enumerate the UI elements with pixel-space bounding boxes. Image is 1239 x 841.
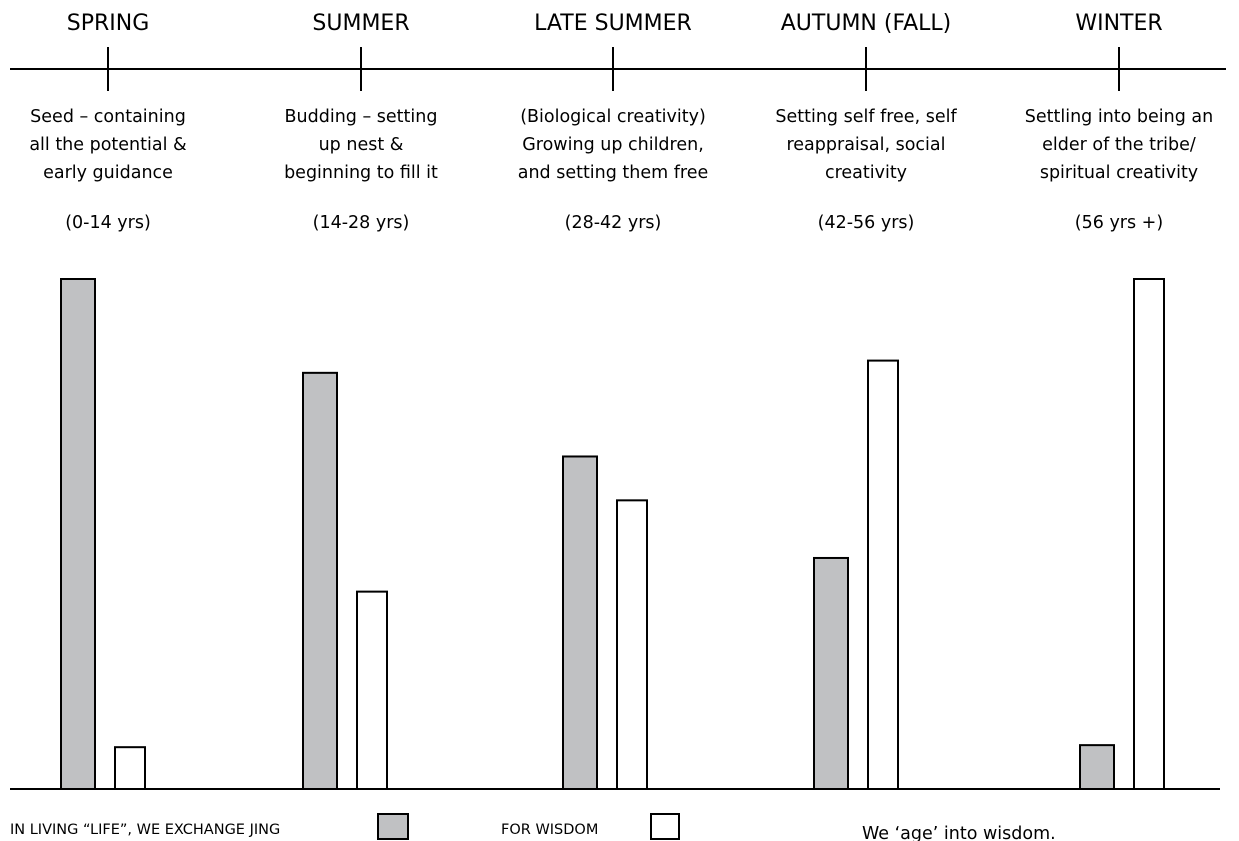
season-description-line: and setting them free: [518, 163, 709, 183]
season-description-line: beginning to fill it: [284, 163, 438, 183]
bar-jing: [562, 455, 598, 790]
season-description-line: early guidance: [43, 163, 173, 183]
season-description-line: Growing up children,: [522, 135, 704, 155]
bar-jing: [302, 371, 338, 790]
bar-jing: [1079, 744, 1115, 791]
season-description-line: up nest &: [319, 135, 404, 155]
season-description-line: all the potential &: [29, 135, 187, 155]
season-description-line: (Biological creativity): [520, 107, 706, 127]
season-title: WINTER: [1075, 11, 1162, 36]
season-description-line: Budding – setting: [285, 107, 438, 127]
age-range-label: (56 yrs +): [1075, 213, 1163, 233]
legend-label-wisdom: FOR WISDOM: [501, 822, 598, 838]
age-range-label: (0-14 yrs): [65, 213, 151, 233]
age-range-label: (14-28 yrs): [313, 213, 410, 233]
season-description-line: elder of the tribe/: [1042, 135, 1196, 155]
bars-group: [60, 278, 1165, 791]
bar-jing: [813, 556, 849, 790]
age-range-label: (42-56 yrs): [818, 213, 915, 233]
age-range-label: (28-42 yrs): [565, 213, 662, 233]
bar-wisdom: [356, 590, 388, 790]
bar-wisdom: [114, 746, 146, 790]
season-description-line: Setting self free, self: [775, 107, 957, 127]
legend-swatch-wisdom: [650, 813, 680, 840]
season-labels: SPRING Seed – containing all the potential…: [29, 11, 1213, 233]
season-title: SPRING: [67, 11, 150, 36]
bar-jing: [60, 278, 96, 790]
season-description-line: Seed – containing: [30, 107, 186, 127]
season-title: SUMMER: [312, 11, 409, 36]
legend: IN LIVING “LIFE”, WE EXCHANGE JING FOR W…: [10, 813, 1056, 841]
legend-swatch-jing: [377, 813, 409, 840]
season-title: LATE SUMMER: [534, 11, 692, 36]
season-description-line: Settling into being an: [1025, 107, 1213, 127]
bar-wisdom: [616, 499, 648, 790]
season-title: AUTUMN (FALL): [781, 11, 952, 36]
season-description-line: creativity: [825, 163, 907, 183]
season-description-line: spiritual creativity: [1040, 163, 1198, 183]
season-description-line: reappraisal, social: [786, 135, 945, 155]
bar-wisdom: [1133, 278, 1165, 790]
annotation-note: We ‘age’ into wisdom.: [862, 824, 1056, 841]
bar-wisdom: [867, 359, 899, 790]
legend-label-jing: IN LIVING “LIFE”, WE EXCHANGE JING: [10, 822, 280, 838]
